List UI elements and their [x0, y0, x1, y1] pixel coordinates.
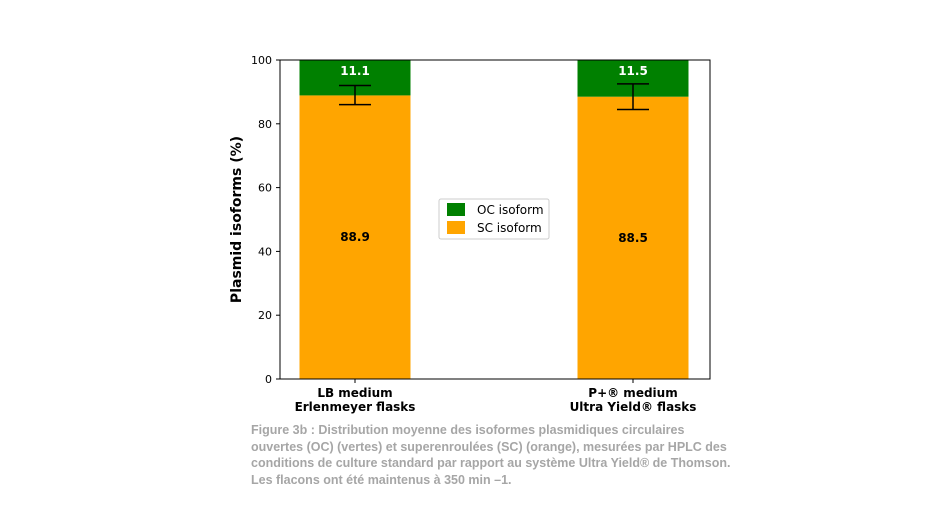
data-label-oc-isoform-0: 11.1: [340, 64, 370, 78]
data-label-sc-isoform-1: 88.5: [618, 231, 648, 245]
legend-swatch-oc-isoform: [447, 203, 465, 216]
stacked-bar-chart: 88.9 11.1 88.5 11.5 0 20 40 60 80 100 LB mediumE…: [229, 54, 711, 414]
x-tick-label-line2-1: Ultra Yield® flasks: [570, 400, 697, 414]
legend-swatch-sc-isoform: [447, 221, 465, 234]
segment-labels-layer: 88.9 11.1 88.5 11.5: [340, 64, 648, 245]
y-axis: 0 20 40 60 80 100: [251, 54, 280, 386]
data-label-oc-isoform-1: 11.5: [618, 64, 648, 78]
figure-caption: Figure 3b : Distribution moyenne des iso…: [251, 423, 731, 487]
y-tick-label-2: 40: [258, 245, 272, 258]
x-tick-label-line1-0: LB medium: [317, 386, 392, 400]
plot-frame: [279, 59, 711, 380]
y-axis-label: Plasmid isoforms (%): [229, 136, 245, 303]
bars-layer: [299, 60, 689, 379]
y-tick-label-3: 60: [258, 182, 272, 195]
legend: OC isoform SC isoform: [438, 198, 550, 240]
legend-label-oc-isoform: OC isoform: [477, 203, 544, 217]
y-tick-label-4: 80: [258, 118, 272, 131]
error-bars-layer: [339, 83, 649, 111]
legend-label-sc-isoform: SC isoform: [477, 221, 542, 235]
data-label-sc-isoform-0: 88.9: [340, 230, 370, 244]
legend-box: [438, 198, 550, 240]
y-tick-label-5: 100: [251, 54, 272, 67]
x-tick-label-line2-0: Erlenmeyer flasks: [295, 400, 416, 414]
bar-segment-sc-isoform-1: [577, 96, 689, 379]
y-tick-label-1: 20: [258, 309, 272, 322]
y-tick-label-0: 0: [265, 373, 272, 386]
bar-segment-sc-isoform-0: [299, 95, 411, 379]
x-tick-label-line1-1: P+® medium: [588, 386, 677, 400]
